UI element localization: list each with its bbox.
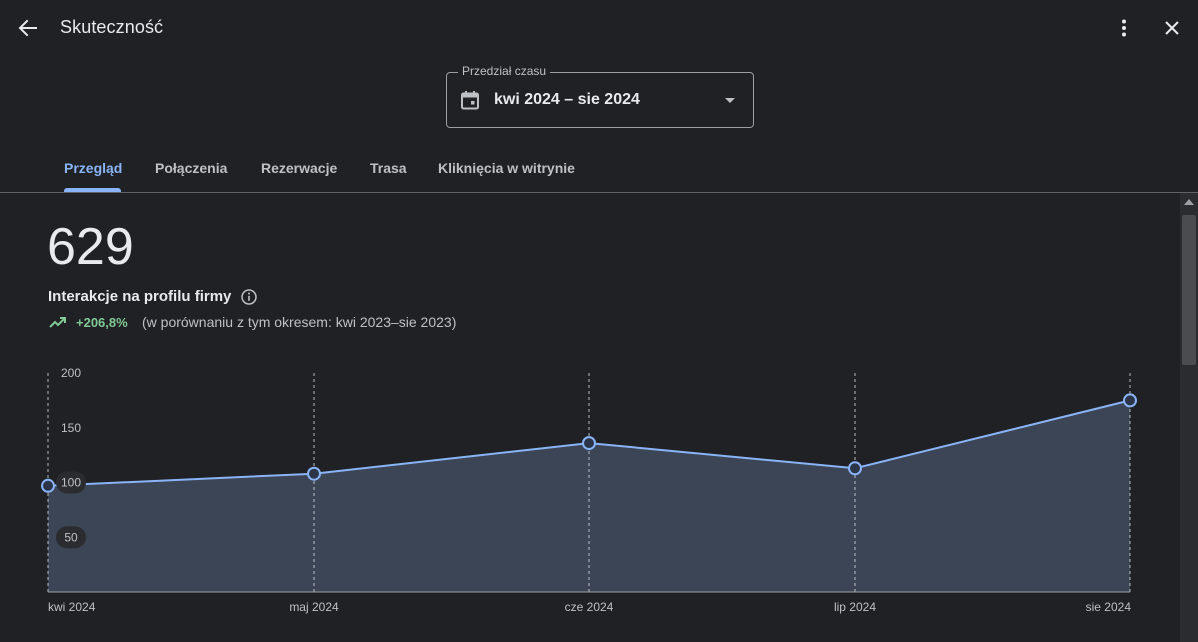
metric-label: Interakcje na profilu firmy xyxy=(48,288,232,305)
y-tick-bg-50 xyxy=(56,526,86,549)
tab-calls[interactable]: Połączenia xyxy=(155,160,228,176)
info-icon[interactable] xyxy=(240,288,258,306)
x-tick-label-1: maj 2024 xyxy=(289,600,339,614)
tab-website-clicks[interactable]: Kliknięcia w witrynie xyxy=(438,160,575,176)
total-interactions: 629 xyxy=(47,218,134,276)
more-options-button[interactable] xyxy=(1110,14,1138,42)
interactions-area-chart: 200 150 100 50 kwi 2024 maj 2024 cze 2024 lip 2… xyxy=(41,366,1137,614)
trending-up-icon xyxy=(49,317,66,328)
date-range-value: kwi 2024 – sie 2024 xyxy=(494,91,640,108)
calendar-icon xyxy=(461,91,479,110)
date-range-legend: Przedział czasu xyxy=(458,64,551,78)
tab-bar: Przegląd Połączenia Rezerwacje Trasa Kli… xyxy=(0,148,1198,193)
date-range-select[interactable]: Przedział czasu kwi 2024 – sie 2024 xyxy=(446,64,754,128)
x-tick-label-3: lip 2024 xyxy=(834,600,876,614)
dropdown-caret-icon xyxy=(725,98,735,103)
tab-bookings[interactable]: Rezerwacje xyxy=(261,160,338,176)
top-bar: Skuteczność xyxy=(0,0,1198,56)
comparison-text: (w porównaniu z tym okresem: kwi 2023–si… xyxy=(142,314,457,330)
chart-area-fill xyxy=(48,400,1130,592)
overview-panel: 629 Interakcje na profilu firmy +206,8% … xyxy=(0,193,1180,642)
x-tick-label-0: kwi 2024 xyxy=(48,600,96,614)
y-tick-100: 100 xyxy=(56,471,86,494)
y-tick-label-200: 200 xyxy=(61,366,81,380)
close-icon xyxy=(1165,21,1179,35)
y-tick-150: 150 xyxy=(61,421,81,435)
close-button[interactable] xyxy=(1158,14,1186,42)
data-point-1 xyxy=(307,466,321,481)
y-tick-label-150: 150 xyxy=(61,421,81,435)
data-point-3 xyxy=(848,461,862,476)
y-tick-200: 200 xyxy=(61,366,81,380)
x-tick-label-2: cze 2024 xyxy=(565,600,614,614)
tab-directions[interactable]: Trasa xyxy=(370,160,407,176)
data-point-4 xyxy=(1123,393,1137,408)
data-point-2 xyxy=(582,436,596,451)
y-tick-50: 50 xyxy=(56,526,86,549)
y-tick-label-100: 100 xyxy=(61,476,81,490)
back-button[interactable] xyxy=(14,14,42,42)
y-tick-label-50: 50 xyxy=(64,530,78,544)
arrow-back-icon xyxy=(18,19,37,37)
data-point-0 xyxy=(41,478,55,493)
x-tick-label-4: sie 2024 xyxy=(1086,600,1132,614)
scroll-up-arrow-icon[interactable] xyxy=(1184,199,1194,205)
vertical-scrollbar[interactable] xyxy=(1180,193,1198,642)
tab-overview[interactable]: Przegląd xyxy=(64,160,123,176)
active-tab-indicator xyxy=(64,188,121,192)
trend-percentage: +206,8% xyxy=(76,315,128,330)
page-title: Skuteczność xyxy=(60,17,164,37)
more-vert-icon xyxy=(1122,19,1126,37)
y-tick-bg-100 xyxy=(56,471,86,494)
scroll-thumb[interactable] xyxy=(1182,215,1196,365)
